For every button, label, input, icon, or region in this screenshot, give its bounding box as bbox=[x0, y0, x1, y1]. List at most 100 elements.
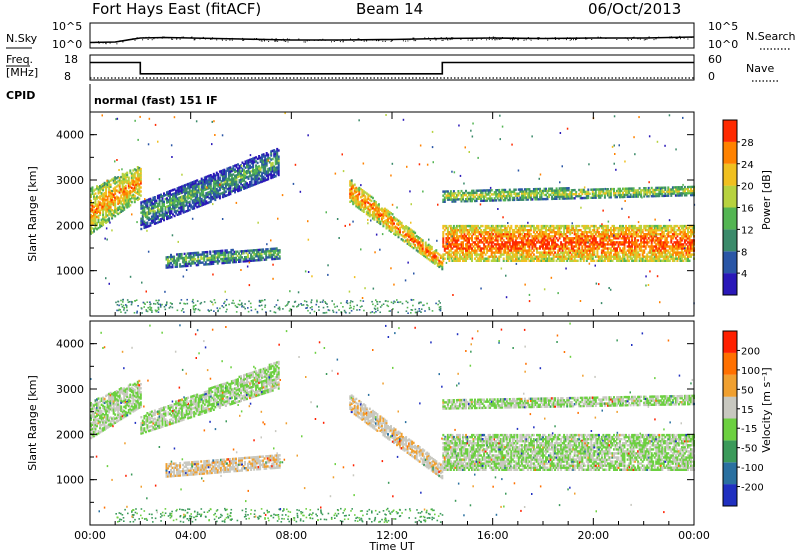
echo-cell bbox=[94, 223, 97, 226]
echo-cell bbox=[155, 221, 158, 225]
echo-cell bbox=[149, 197, 152, 201]
echo-cell bbox=[397, 227, 400, 231]
echo-cell bbox=[224, 251, 227, 254]
echo-cell bbox=[152, 219, 155, 222]
echo-cell bbox=[227, 183, 230, 186]
echo-cell bbox=[202, 203, 205, 206]
echo-cell bbox=[91, 188, 94, 191]
echo-cell bbox=[103, 194, 106, 197]
echo-cell bbox=[100, 192, 103, 195]
noise-dot bbox=[472, 39, 474, 41]
echo-cell bbox=[221, 175, 224, 178]
echo-cell bbox=[235, 188, 238, 191]
noise-dot bbox=[576, 38, 578, 40]
echo-cell bbox=[250, 259, 253, 262]
echo-cell bbox=[200, 257, 203, 260]
echo-cell bbox=[191, 187, 194, 190]
noise-dot bbox=[572, 37, 574, 39]
echo-cell bbox=[144, 203, 147, 206]
echo-cell bbox=[359, 196, 362, 199]
echo-cell bbox=[256, 167, 259, 171]
echo-cell bbox=[181, 205, 184, 209]
echo-cell bbox=[379, 220, 382, 223]
echo-cell bbox=[374, 205, 377, 208]
noise-dot bbox=[500, 37, 502, 39]
echo-cell bbox=[224, 255, 227, 258]
echo-cell bbox=[206, 183, 209, 186]
echo-cell bbox=[153, 202, 156, 205]
echo-cell bbox=[114, 176, 117, 179]
echo-cell bbox=[118, 183, 121, 186]
echo-cell bbox=[377, 211, 380, 214]
echo-cell bbox=[182, 196, 185, 200]
noise-dot bbox=[605, 38, 607, 39]
echo-cell bbox=[243, 171, 245, 174]
echo-cell bbox=[141, 213, 144, 216]
echo-cell bbox=[191, 201, 194, 204]
echo-cell bbox=[91, 190, 94, 193]
echo-cell bbox=[194, 253, 197, 257]
echo-cell bbox=[173, 261, 176, 265]
echo-cell bbox=[200, 261, 203, 264]
echo-cell bbox=[112, 177, 115, 180]
echo-cell bbox=[210, 254, 213, 257]
echo-cell bbox=[97, 226, 100, 230]
echo-cell bbox=[90, 222, 92, 225]
echo-cell bbox=[212, 189, 215, 192]
echo-cell bbox=[191, 199, 194, 202]
echo-cell bbox=[253, 160, 256, 164]
echo-cell bbox=[224, 172, 227, 175]
noise-dot bbox=[632, 37, 634, 39]
echo-cell bbox=[361, 195, 364, 198]
echo-cell bbox=[209, 258, 212, 262]
echo-cell bbox=[510, 224, 513, 228]
echo-cell bbox=[271, 247, 274, 251]
echo-cell bbox=[257, 248, 260, 252]
echo-cell bbox=[176, 253, 179, 256]
echo-cell bbox=[136, 176, 139, 179]
echo-cell bbox=[103, 206, 106, 209]
noise-dot bbox=[485, 37, 487, 39]
echo-cell bbox=[206, 195, 209, 198]
echo-cell bbox=[253, 171, 256, 174]
echo-cell bbox=[220, 171, 223, 175]
echo-cell bbox=[265, 258, 268, 261]
echo-cell bbox=[204, 261, 207, 264]
echo-cell bbox=[94, 200, 97, 203]
echo-cell bbox=[179, 212, 182, 215]
noise-dot bbox=[119, 40, 121, 42]
echo-cell bbox=[188, 184, 191, 187]
echo-cell bbox=[129, 193, 132, 197]
echo-cell bbox=[144, 201, 147, 204]
echo-cell bbox=[276, 162, 279, 165]
echo-cell bbox=[111, 196, 114, 200]
echo-cell bbox=[349, 196, 352, 199]
echo-cell bbox=[349, 182, 352, 185]
echo-cell bbox=[212, 181, 215, 184]
echo-cell bbox=[277, 163, 280, 166]
echo-cell bbox=[424, 251, 427, 255]
echo-cell bbox=[274, 160, 277, 164]
echo-cell bbox=[252, 163, 255, 166]
echo-cell bbox=[194, 190, 197, 193]
echo-cell bbox=[160, 205, 162, 209]
echo-cell bbox=[167, 211, 170, 214]
echo-cell bbox=[399, 228, 401, 232]
noise-dot bbox=[538, 37, 540, 38]
echo-cell bbox=[376, 212, 379, 215]
echo-cell bbox=[185, 254, 188, 257]
echo-cell bbox=[243, 163, 245, 166]
echo-cell bbox=[268, 252, 271, 255]
echo-cell bbox=[579, 259, 582, 262]
noise-dot bbox=[447, 39, 449, 41]
echo-cell bbox=[373, 208, 376, 211]
echo-cell bbox=[396, 222, 398, 225]
echo-cell bbox=[356, 200, 359, 203]
echo-cell bbox=[127, 203, 130, 206]
echo-cell bbox=[355, 198, 358, 202]
echo-cell bbox=[130, 186, 133, 190]
noise-dot bbox=[100, 41, 102, 43]
echo-cell bbox=[240, 170, 242, 173]
echo-cell bbox=[123, 188, 126, 191]
echo-cell bbox=[140, 219, 143, 223]
